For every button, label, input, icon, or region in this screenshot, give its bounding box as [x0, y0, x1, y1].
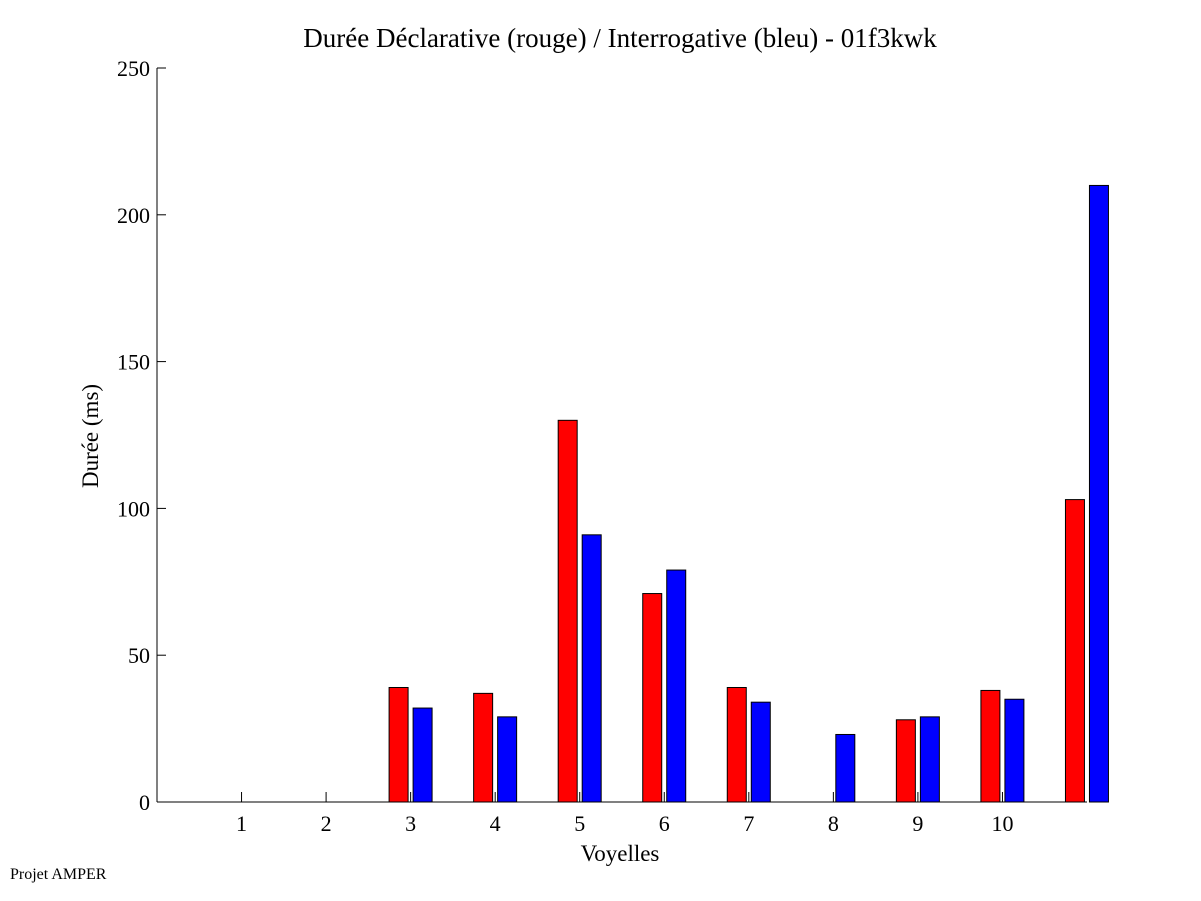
- bar-series2-5: [666, 569, 687, 803]
- x-tick-label: 8: [828, 811, 839, 836]
- bar-series2-6: [750, 701, 771, 803]
- x-tick-label: 3: [405, 811, 416, 836]
- x-tick-label: 5: [574, 811, 585, 836]
- bar-series1-4: [557, 419, 578, 803]
- y-axis-label: Durée (ms): [78, 384, 103, 488]
- chart-title: Durée Déclarative (rouge) / Interrogativ…: [303, 23, 937, 53]
- x-tick-label: 1: [236, 811, 247, 836]
- bar-series1-8: [895, 719, 916, 803]
- bars-group: [388, 184, 1109, 803]
- bar-series1-3: [473, 692, 494, 803]
- bar-series1-2: [388, 686, 409, 803]
- bar-series1-5: [642, 593, 663, 803]
- bar-series1-6: [726, 686, 747, 803]
- y-tick-label: 100: [117, 496, 150, 521]
- bar-series2-10: [1088, 184, 1109, 803]
- x-tick-label: 7: [743, 811, 754, 836]
- y-tick-label: 250: [117, 56, 150, 81]
- y-tick-label: 150: [117, 350, 150, 375]
- x-tick-label: 4: [490, 811, 501, 836]
- bar-series2-7: [835, 733, 856, 803]
- x-tick-label: 2: [321, 811, 332, 836]
- x-ticks-group: 1 2 3 4 5 6 7 8 9 10: [236, 792, 1013, 836]
- bar-series1-9: [980, 689, 1001, 803]
- y-tick-label: 200: [117, 203, 150, 228]
- x-tick-label: 9: [912, 811, 923, 836]
- y-tick-label: 50: [128, 643, 150, 668]
- x-axis-label: Voyelles: [581, 841, 660, 866]
- y-ticks-group: 0 50 100 150 200 250: [117, 56, 166, 815]
- bar-series2-3: [497, 716, 518, 803]
- bar-series2-2: [412, 707, 433, 803]
- bar-series2-4: [581, 534, 602, 803]
- bar-series2-8: [919, 716, 940, 803]
- bar-series1-10: [1064, 499, 1085, 803]
- x-tick-label: 6: [659, 811, 670, 836]
- bar-series2-9: [1004, 698, 1025, 803]
- y-tick-label: 0: [139, 790, 150, 815]
- axes-group: [156, 68, 1087, 803]
- x-tick-label: 10: [991, 811, 1013, 836]
- footer-credit: Projet AMPER: [10, 866, 107, 883]
